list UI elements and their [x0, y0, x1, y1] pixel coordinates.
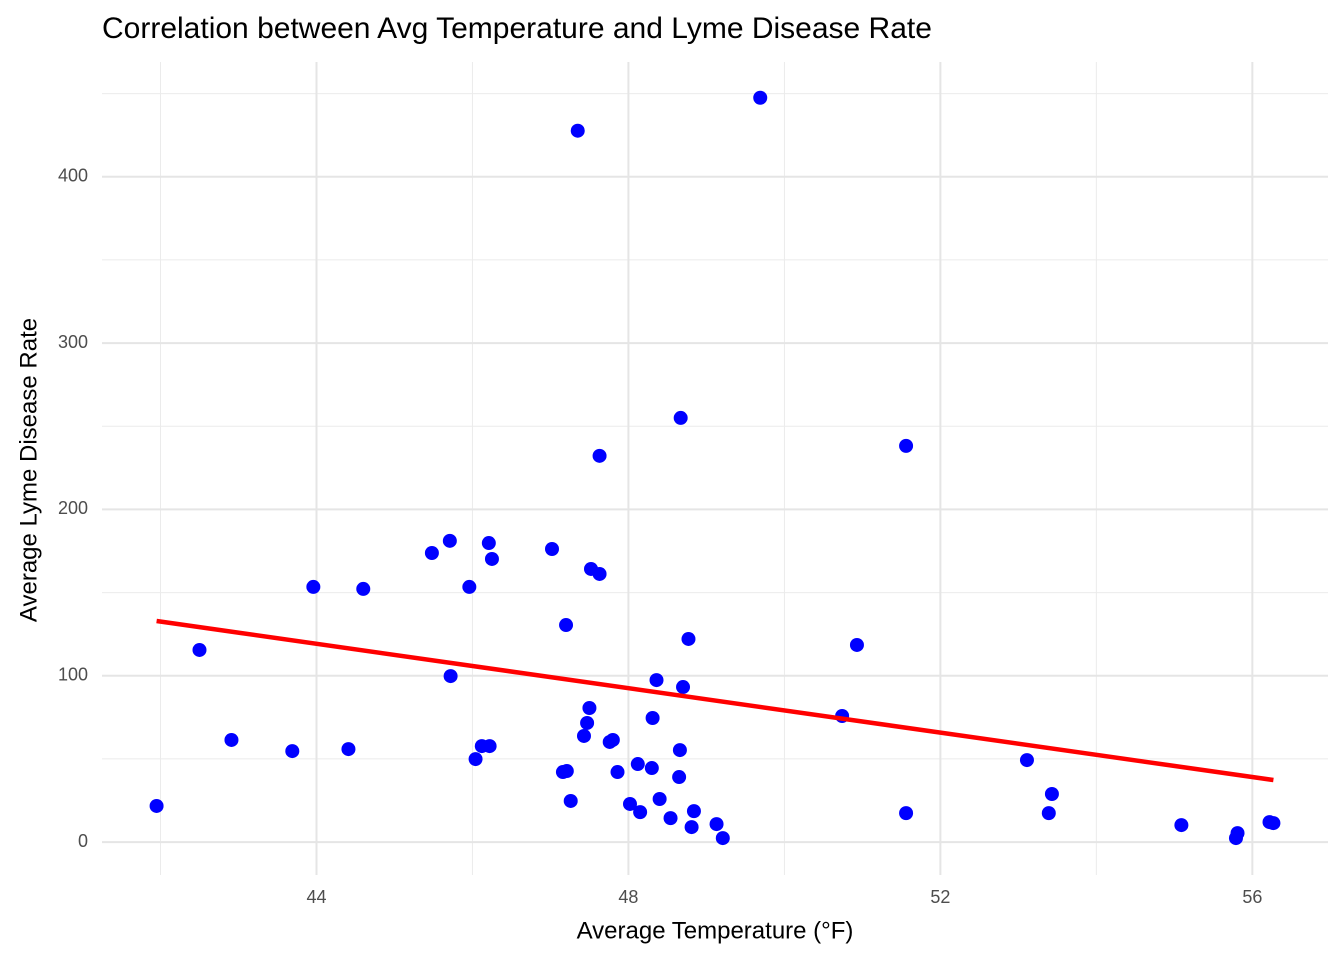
point	[652, 791, 667, 806]
point	[610, 765, 625, 780]
point	[582, 701, 597, 716]
y-tick-label: 400	[58, 166, 88, 186]
point	[559, 764, 574, 779]
point	[899, 806, 914, 821]
point	[482, 739, 497, 754]
point	[592, 566, 607, 581]
x-tick-label: 44	[306, 887, 326, 907]
point	[149, 798, 164, 813]
point	[1044, 786, 1059, 801]
point	[424, 545, 439, 560]
point	[672, 743, 687, 758]
y-axis-label: Average Lyme Disease Rate	[15, 318, 42, 622]
point	[676, 680, 691, 695]
point	[622, 796, 637, 811]
y-tick-label: 300	[58, 332, 88, 352]
point	[753, 90, 768, 105]
point	[715, 831, 730, 846]
point	[442, 533, 457, 548]
point	[709, 817, 724, 832]
point	[559, 618, 574, 633]
point	[644, 761, 659, 776]
point	[341, 742, 356, 757]
y-tick-label: 100	[58, 664, 88, 684]
point	[1041, 806, 1056, 821]
point	[443, 669, 458, 684]
point	[570, 123, 585, 138]
chart-title: Correlation between Avg Temperature and …	[102, 12, 932, 45]
point	[192, 642, 207, 657]
point	[681, 631, 696, 646]
marks	[149, 90, 1281, 846]
point	[481, 536, 496, 551]
point	[1230, 826, 1245, 841]
point	[649, 673, 664, 688]
point	[468, 752, 483, 767]
y-tick-label: 0	[78, 831, 88, 851]
point	[633, 805, 648, 820]
trend-line	[156, 618, 1274, 783]
point	[684, 820, 699, 835]
point	[580, 715, 595, 730]
point	[849, 637, 864, 652]
point	[663, 811, 678, 826]
point	[672, 770, 687, 785]
point	[484, 551, 499, 566]
point	[1174, 818, 1189, 833]
point	[545, 542, 560, 557]
point	[285, 744, 300, 759]
point	[1266, 816, 1281, 831]
point	[605, 732, 620, 747]
point	[673, 410, 688, 425]
point	[576, 728, 591, 743]
x-tick-label: 52	[930, 887, 950, 907]
point	[356, 581, 371, 596]
point	[686, 804, 701, 819]
x-tick-label: 56	[1242, 887, 1262, 907]
grid	[102, 62, 1328, 875]
point	[1019, 753, 1034, 768]
point	[224, 732, 239, 747]
point	[462, 579, 477, 594]
point	[899, 438, 914, 453]
point	[306, 579, 321, 594]
y-tick-label: 200	[58, 498, 88, 518]
point	[563, 793, 578, 808]
x-tick-label: 48	[618, 887, 638, 907]
point	[630, 757, 645, 772]
point	[645, 710, 660, 725]
point	[592, 448, 607, 463]
x-axis-label: Average Temperature (°F)	[577, 917, 854, 944]
